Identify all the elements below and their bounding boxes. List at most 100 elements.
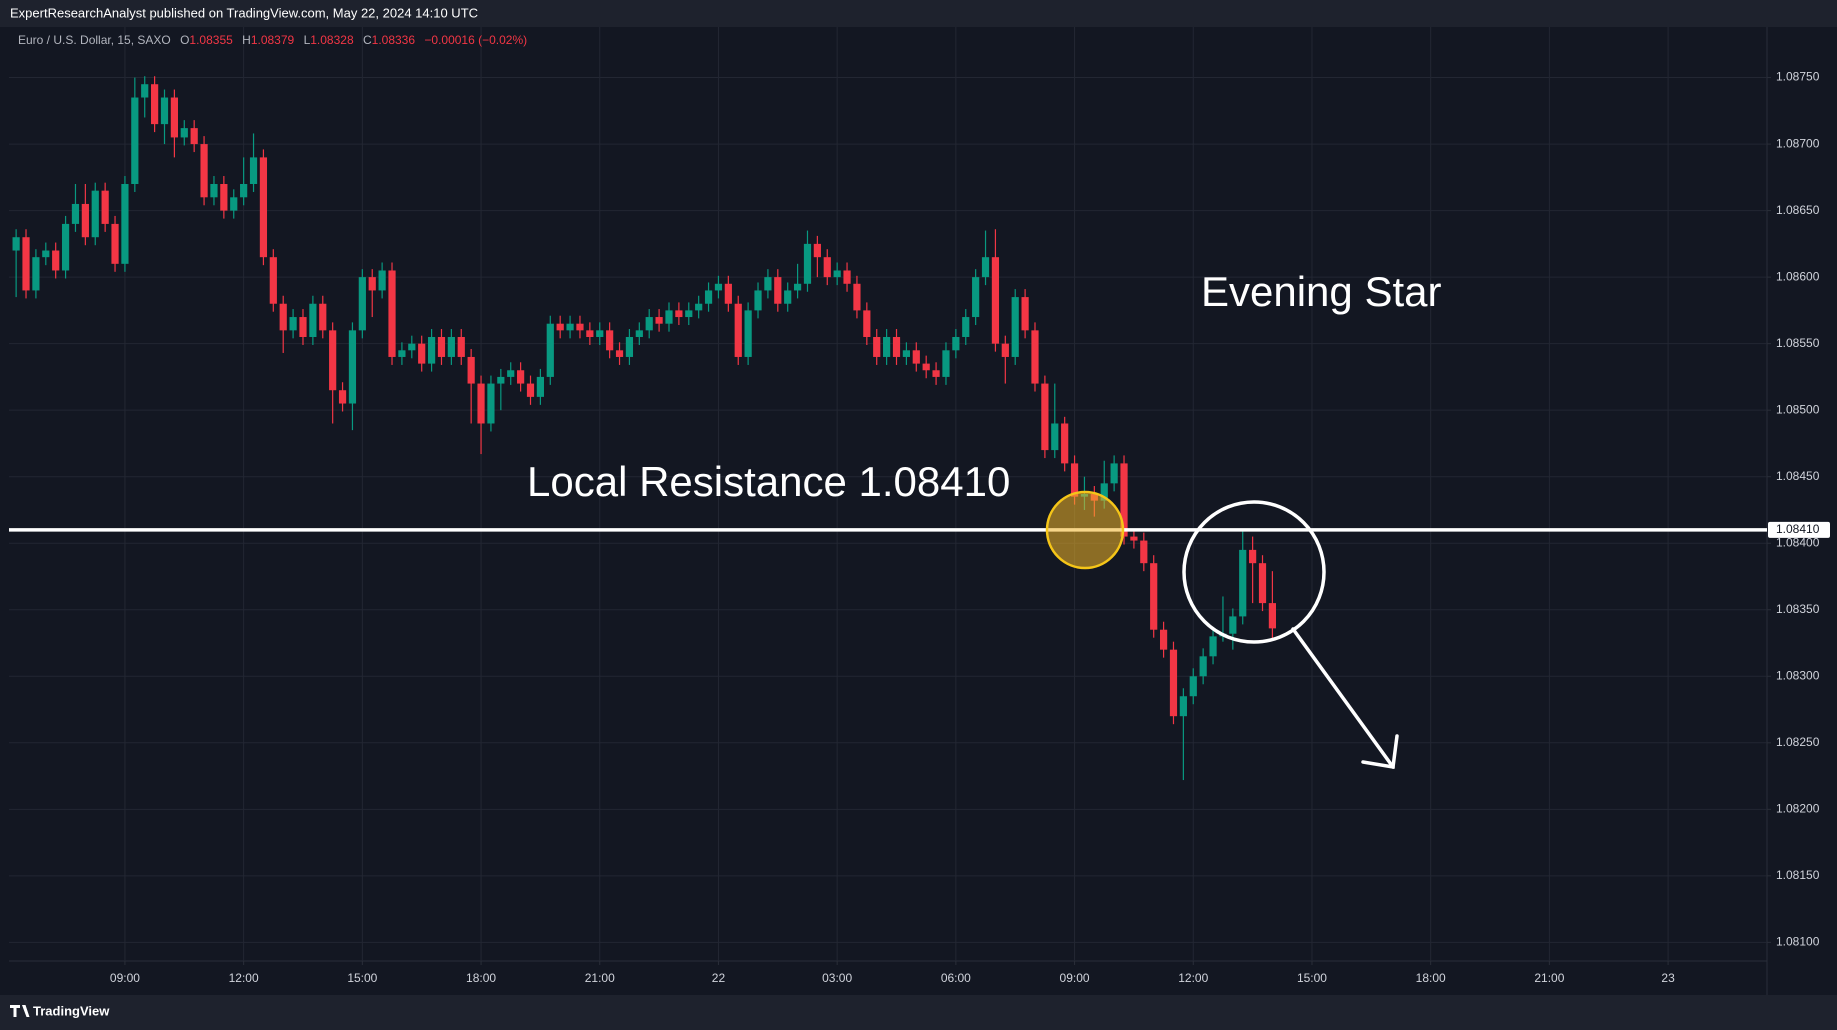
candle-body bbox=[418, 343, 426, 364]
candle-body bbox=[220, 183, 228, 211]
candle-body bbox=[981, 257, 990, 278]
candle-body bbox=[1140, 540, 1148, 564]
x-tick-label: 18:00 bbox=[1416, 971, 1446, 985]
resistance-annotation: Local Resistance 1.08410 bbox=[527, 458, 1010, 505]
candle-body bbox=[477, 383, 485, 424]
candle-body bbox=[932, 370, 940, 377]
candle-body bbox=[734, 303, 742, 357]
candle-body bbox=[388, 270, 396, 357]
candle-body bbox=[1011, 297, 1019, 357]
arrow bbox=[1291, 627, 1399, 770]
candle-body bbox=[299, 317, 307, 338]
candle-body bbox=[1031, 330, 1039, 384]
candle-body bbox=[892, 337, 901, 357]
y-tick-label: 1.08700 bbox=[1776, 136, 1820, 150]
candle-body bbox=[1061, 423, 1069, 464]
y-tick-label: 1.08750 bbox=[1776, 70, 1820, 84]
candle-body bbox=[744, 310, 752, 357]
candle-body bbox=[1150, 563, 1158, 630]
x-tick-label: 03:00 bbox=[822, 971, 852, 985]
y-tick-label: 1.08450 bbox=[1776, 469, 1820, 483]
ohlc-label: O bbox=[180, 33, 189, 47]
candle-body bbox=[883, 337, 891, 357]
candle-body bbox=[22, 237, 30, 291]
candle-body bbox=[754, 290, 762, 311]
candle-body bbox=[101, 190, 109, 224]
candle-body bbox=[497, 376, 505, 384]
resistance-tag-label: 1.08410 bbox=[1776, 522, 1820, 536]
candle-body bbox=[793, 283, 802, 291]
header-bar bbox=[0, 0, 1837, 27]
candle-body bbox=[1229, 616, 1237, 634]
candle-body bbox=[180, 128, 188, 138]
y-tick-label: 1.08250 bbox=[1776, 735, 1820, 749]
candle-body bbox=[437, 337, 446, 357]
candle-body bbox=[586, 330, 594, 338]
candle-body bbox=[863, 310, 871, 338]
arrow-head bbox=[1361, 734, 1399, 770]
candle-body bbox=[1130, 536, 1138, 541]
candle-body bbox=[1159, 629, 1168, 650]
candle-body bbox=[784, 290, 792, 304]
x-tick-label: 12:00 bbox=[229, 971, 259, 985]
candle-body bbox=[1209, 636, 1217, 657]
candle-body bbox=[1239, 549, 1247, 617]
candle-body bbox=[141, 84, 149, 98]
x-tick-label: 18:00 bbox=[466, 971, 496, 985]
candle-body bbox=[952, 337, 960, 351]
symbol-line: Euro / U.S. Dollar, 15, SAXO O1.08355 H1… bbox=[18, 33, 527, 47]
candle-body bbox=[833, 270, 841, 278]
candle-body bbox=[131, 97, 139, 184]
x-tick-label: 09:00 bbox=[110, 971, 140, 985]
candle-body bbox=[249, 157, 258, 184]
candle-body bbox=[151, 84, 159, 125]
candle-body bbox=[170, 97, 178, 138]
candle-body bbox=[714, 283, 723, 291]
candle-body bbox=[823, 257, 831, 278]
candle-body bbox=[813, 243, 821, 258]
candle-body bbox=[507, 370, 515, 377]
brand: TradingView bbox=[33, 1003, 110, 1018]
candle-body bbox=[368, 277, 376, 291]
candle-body bbox=[704, 290, 713, 304]
candle-body bbox=[546, 323, 554, 377]
candle-body bbox=[279, 303, 287, 331]
x-tick-label: 21:00 bbox=[585, 971, 615, 985]
x-tick-label: 06:00 bbox=[941, 971, 971, 985]
arrow-shaft bbox=[1291, 627, 1395, 769]
ohlc-label: H bbox=[242, 33, 251, 47]
candle-body bbox=[536, 376, 544, 397]
candle-body bbox=[1110, 463, 1118, 484]
pattern-circle bbox=[1182, 500, 1326, 644]
candle-body bbox=[576, 323, 584, 331]
ohlc-value: 1.08336 bbox=[372, 33, 416, 47]
candle-body bbox=[1268, 603, 1277, 629]
published-line: ExpertResearchAnalyst published on Tradi… bbox=[10, 5, 478, 20]
candle-body bbox=[42, 250, 50, 258]
candle-body bbox=[457, 337, 465, 357]
candles bbox=[12, 76, 1277, 781]
candle-body bbox=[378, 270, 386, 291]
candle-body bbox=[596, 330, 604, 338]
candle-body bbox=[111, 223, 119, 264]
y-tick-label: 1.08150 bbox=[1776, 868, 1820, 882]
candle-body bbox=[1179, 696, 1187, 717]
candle-body bbox=[606, 330, 614, 351]
candle-body bbox=[1100, 483, 1108, 501]
candle-body bbox=[972, 277, 980, 318]
candle-body bbox=[487, 383, 495, 424]
y-tick-label: 1.08600 bbox=[1776, 269, 1820, 283]
candle-body bbox=[190, 128, 198, 145]
candle-body bbox=[61, 223, 70, 271]
highlight-circle bbox=[1045, 490, 1125, 570]
candle-body bbox=[1021, 297, 1029, 331]
candle-body bbox=[991, 257, 1000, 344]
candle-body bbox=[962, 317, 970, 338]
candle-body bbox=[1120, 463, 1128, 537]
x-tick-label: 23 bbox=[1661, 971, 1675, 985]
resistance-tag bbox=[1768, 521, 1830, 538]
footer-logo: TradingView bbox=[10, 1003, 110, 1018]
x-tick-label: 15:00 bbox=[1297, 971, 1327, 985]
candle-body bbox=[1199, 656, 1207, 677]
